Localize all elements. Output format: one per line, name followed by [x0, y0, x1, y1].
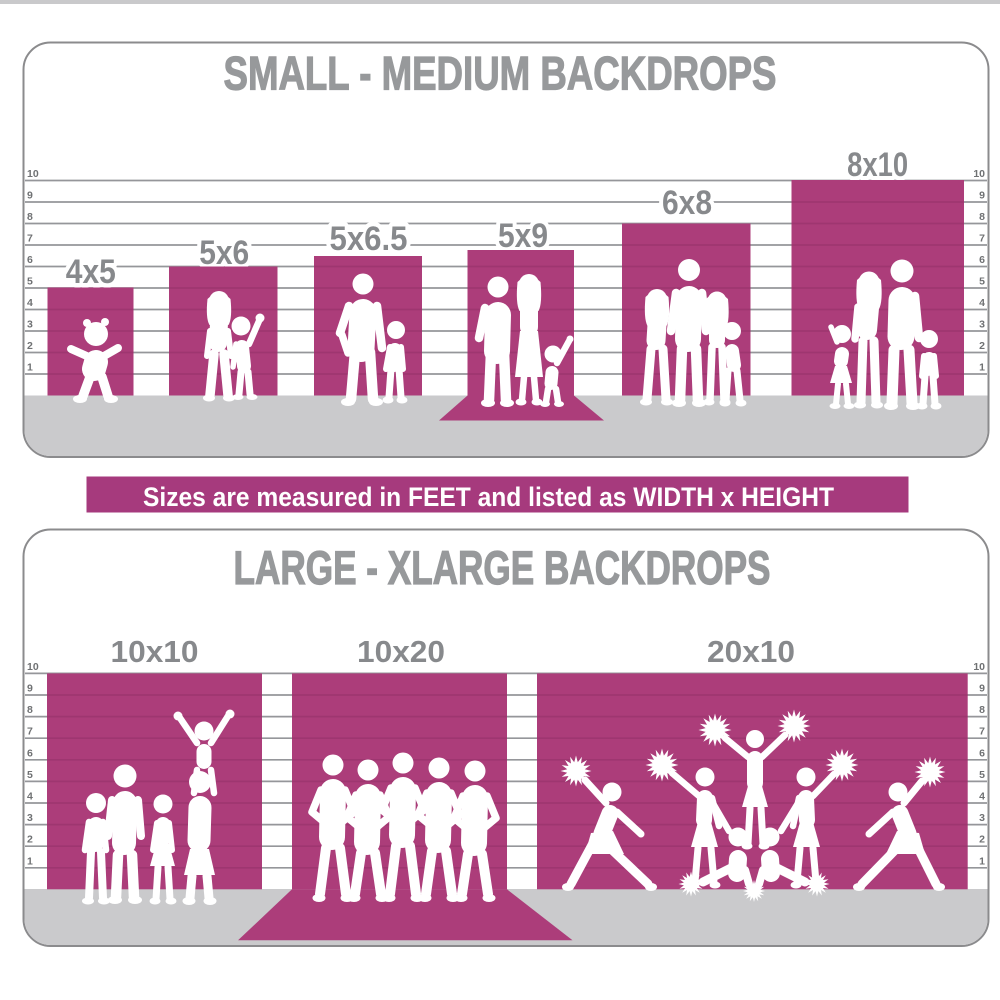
- svg-text:5: 5: [979, 276, 985, 288]
- svg-text:9: 9: [27, 683, 33, 695]
- svg-text:8: 8: [979, 211, 985, 223]
- svg-text:10: 10: [27, 661, 39, 673]
- svg-text:6: 6: [979, 254, 985, 266]
- svg-text:8: 8: [27, 704, 33, 716]
- svg-text:7: 7: [979, 726, 985, 738]
- svg-text:3: 3: [27, 319, 33, 331]
- svg-text:8: 8: [979, 704, 985, 716]
- svg-text:10x20: 10x20: [357, 634, 445, 669]
- svg-text:6x8: 6x8: [662, 184, 712, 222]
- svg-text:LARGE - XLARGE BACKDROPS: LARGE - XLARGE BACKDROPS: [234, 541, 771, 594]
- svg-text:Sizes are measured in FEET and: Sizes are measured in FEET and listed as…: [143, 482, 834, 512]
- svg-text:9: 9: [27, 190, 33, 202]
- svg-text:6: 6: [27, 747, 33, 759]
- svg-text:3: 3: [979, 319, 985, 331]
- svg-text:8: 8: [27, 211, 33, 223]
- svg-text:2: 2: [979, 340, 985, 352]
- svg-text:5: 5: [27, 276, 33, 288]
- svg-text:1: 1: [27, 855, 33, 867]
- svg-text:5x9: 5x9: [498, 217, 548, 255]
- svg-text:1: 1: [979, 855, 985, 867]
- svg-text:10x10: 10x10: [111, 634, 199, 669]
- svg-text:9: 9: [979, 190, 985, 202]
- svg-text:SMALL - MEDIUM BACKDROPS: SMALL - MEDIUM BACKDROPS: [224, 47, 777, 100]
- svg-text:3: 3: [979, 812, 985, 824]
- svg-text:9: 9: [979, 683, 985, 695]
- svg-text:1: 1: [27, 362, 33, 374]
- svg-text:10: 10: [973, 661, 985, 673]
- svg-text:3: 3: [27, 812, 33, 824]
- svg-text:5x6: 5x6: [199, 234, 249, 272]
- svg-text:10: 10: [973, 168, 985, 180]
- svg-text:7: 7: [979, 233, 985, 245]
- svg-text:20x10: 20x10: [707, 634, 795, 669]
- svg-text:4: 4: [979, 297, 985, 309]
- svg-text:5: 5: [979, 769, 985, 781]
- svg-text:4: 4: [27, 297, 33, 309]
- svg-text:7: 7: [27, 726, 33, 738]
- svg-text:6: 6: [979, 747, 985, 759]
- svg-text:10: 10: [27, 168, 39, 180]
- svg-text:5x6.5: 5x6.5: [330, 220, 408, 258]
- svg-text:2: 2: [27, 834, 33, 846]
- svg-text:8x10: 8x10: [847, 146, 908, 184]
- svg-text:6: 6: [27, 254, 33, 266]
- svg-text:4: 4: [979, 791, 985, 803]
- svg-text:4: 4: [27, 791, 33, 803]
- svg-text:2: 2: [27, 340, 33, 352]
- svg-text:7: 7: [27, 233, 33, 245]
- svg-text:4x5: 4x5: [66, 253, 116, 291]
- svg-text:1: 1: [979, 362, 985, 374]
- svg-text:5: 5: [27, 769, 33, 781]
- svg-text:2: 2: [979, 834, 985, 846]
